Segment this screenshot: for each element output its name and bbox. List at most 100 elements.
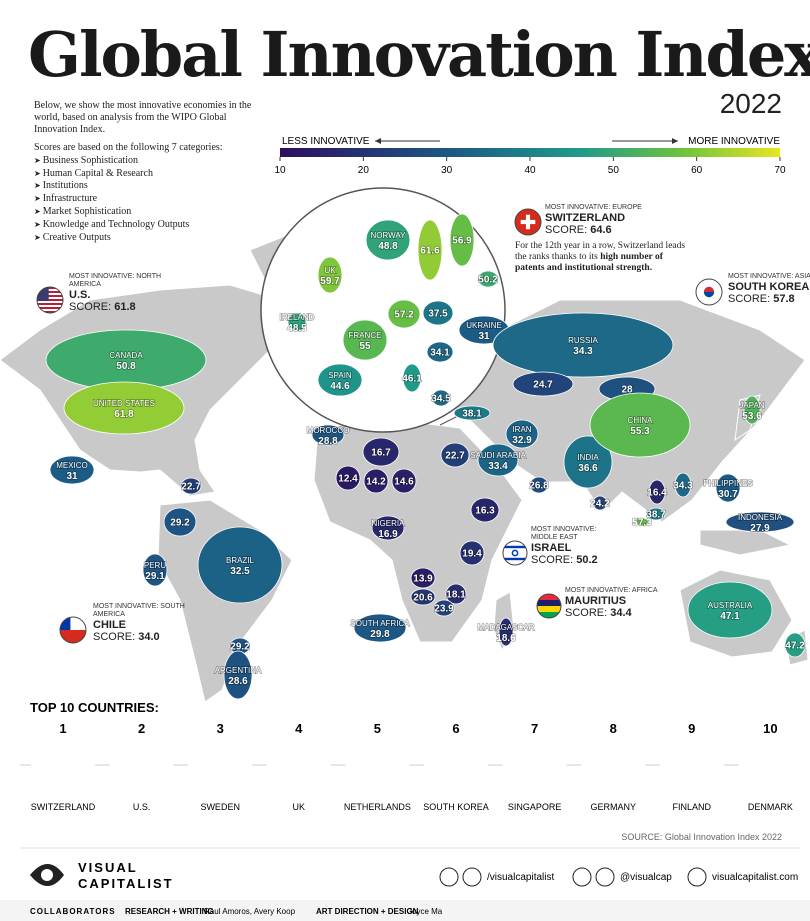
flag-part <box>37 299 63 301</box>
flag-bg <box>345 733 410 797</box>
country <box>687 581 773 639</box>
country-name: FRANCE <box>349 331 382 340</box>
footer-bar <box>0 900 810 921</box>
flag <box>515 209 541 235</box>
country-name: FINLAND <box>673 802 712 812</box>
flag-ring <box>502 540 528 566</box>
country-score: 27.9 <box>750 523 770 534</box>
country <box>311 424 345 446</box>
flag <box>537 594 561 618</box>
category-list: Business SophisticationHuman Capital & R… <box>34 155 274 245</box>
legend-tick-label: 70 <box>774 165 786 176</box>
country-score: 16.3 <box>475 506 495 517</box>
country-name: ARGENTINA <box>215 666 262 675</box>
country-name: MEXICO <box>56 461 88 470</box>
country-name: SPAIN <box>328 371 352 380</box>
score: SCORE: 34.0 <box>93 631 203 643</box>
country <box>223 650 253 700</box>
country <box>445 583 467 605</box>
country-name: UK <box>324 266 336 275</box>
country-name: GERMANY <box>590 802 636 812</box>
country-name: SOUTH KOREA <box>423 802 489 812</box>
flag-part <box>60 617 71 630</box>
country <box>592 495 608 511</box>
country-score: 24.7 <box>533 380 553 391</box>
country-score: 37.5 <box>428 309 448 320</box>
country-score: 34.1 <box>430 348 450 359</box>
country <box>492 312 674 378</box>
country <box>431 389 451 407</box>
color-scale <box>280 148 780 157</box>
country <box>784 632 806 658</box>
flag-bg <box>581 733 646 797</box>
country-score: 34.5 <box>431 394 451 405</box>
flag-bg <box>659 733 724 797</box>
flag-part <box>503 541 527 565</box>
country-name: MADAGASCAR <box>478 623 535 632</box>
callout: MOST INNOVATIVE: SOUTH AMERICA CHILE SCORE… <box>93 603 203 643</box>
callout: MOST INNOVATIVE: EUROPE SWITZERLAND SCORE:… <box>545 204 642 236</box>
country <box>197 526 283 604</box>
callout: MOST INNOVATIVE: ASIA SOUTH KOREA SCORE: 5… <box>728 273 810 305</box>
rank: 4 <box>295 721 303 736</box>
flag-bg <box>738 733 803 797</box>
country <box>287 312 307 332</box>
arrow-head <box>672 138 678 144</box>
country-name: BRAZIL <box>226 556 255 565</box>
flag-part <box>37 301 63 303</box>
country-score: 55 <box>359 341 371 352</box>
flag-bg <box>109 733 174 797</box>
country-name: SWITZERLAND <box>31 802 96 812</box>
country-score: 18.6 <box>496 633 516 644</box>
country <box>353 613 407 643</box>
link[interactable]: visualcapitalist.com <box>712 872 798 883</box>
country-score: 28.6 <box>228 676 248 687</box>
country-name: AUSTRALIA <box>708 601 753 610</box>
category: Market Sophistication <box>34 206 274 219</box>
category: Human Capital & Research <box>34 168 274 181</box>
region: MOST INNOVATIVE: EUROPE <box>545 204 642 211</box>
intro: Below, we show the most innovative econo… <box>34 100 252 135</box>
country-name: MOROCCO <box>307 426 350 435</box>
score-label: SCORE: <box>93 631 136 643</box>
country <box>365 219 411 261</box>
name: ISRAEL <box>531 542 572 554</box>
social: /visualcapitalist @visualcap visualcapit… <box>439 867 798 887</box>
flag <box>37 287 63 313</box>
country <box>440 442 470 468</box>
country-score: 16.9 <box>378 529 398 540</box>
country <box>715 473 741 503</box>
country-score: 56.9 <box>452 236 472 247</box>
flag-ring <box>514 208 542 236</box>
country-score: 14.6 <box>394 477 414 488</box>
score-label: SCORE: <box>728 293 771 305</box>
country <box>648 479 666 505</box>
country <box>470 497 500 523</box>
flag-ring <box>36 286 64 314</box>
region: MOST INNOVATIVE: SOUTH AMERICA <box>93 603 185 618</box>
flag-part <box>537 612 561 618</box>
legend-tick-label: 60 <box>691 165 703 176</box>
score-value: 57.8 <box>773 293 795 305</box>
country-score: 14.2 <box>366 477 386 488</box>
flag-part <box>37 287 49 302</box>
country-name: NETHERLANDS <box>344 802 411 812</box>
flag-part <box>37 287 63 289</box>
flag-bg <box>424 733 488 797</box>
region: MOST INNOVATIVE: ASIA <box>728 273 810 280</box>
title: Global Innovation Index <box>28 18 810 91</box>
link[interactable]: /visualcapitalist <box>487 872 554 883</box>
score: SCORE: 34.4 <box>565 607 675 619</box>
note-text: For the 12th year in a row, Switzerland … <box>515 241 686 262</box>
credits: COLLABORATORS RESEARCH + WRITING Raul Am… <box>30 907 443 916</box>
country-score: 30.7 <box>718 489 738 500</box>
country-name: INDONESIA <box>738 513 783 522</box>
country <box>317 363 363 397</box>
country <box>63 381 185 435</box>
link[interactable]: @visualcap <box>620 872 672 883</box>
flag-part <box>37 293 63 295</box>
country-score: 57.3 <box>632 518 652 529</box>
country <box>362 437 400 467</box>
country-score: 31 <box>66 471 78 482</box>
legend-less: LESS INNOVATIVE <box>282 136 370 147</box>
